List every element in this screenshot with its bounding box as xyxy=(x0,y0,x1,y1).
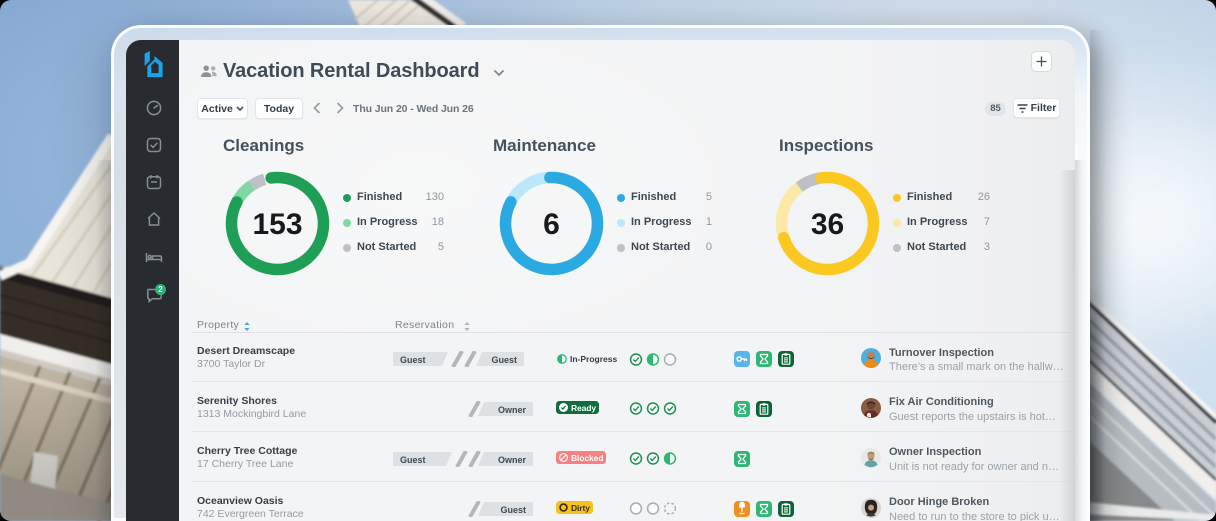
svg-text:36: 36 xyxy=(810,208,843,241)
svg-text:Owner: Owner xyxy=(498,405,527,415)
svg-text:Owner: Owner xyxy=(498,455,527,465)
svg-text:6: 6 xyxy=(543,208,560,241)
svg-text:Guest: Guest xyxy=(400,455,426,465)
svg-text:Guest: Guest xyxy=(491,355,517,365)
svg-text:Guest: Guest xyxy=(500,505,526,515)
svg-text:Guest: Guest xyxy=(400,355,426,365)
svg-text:153: 153 xyxy=(252,208,302,241)
